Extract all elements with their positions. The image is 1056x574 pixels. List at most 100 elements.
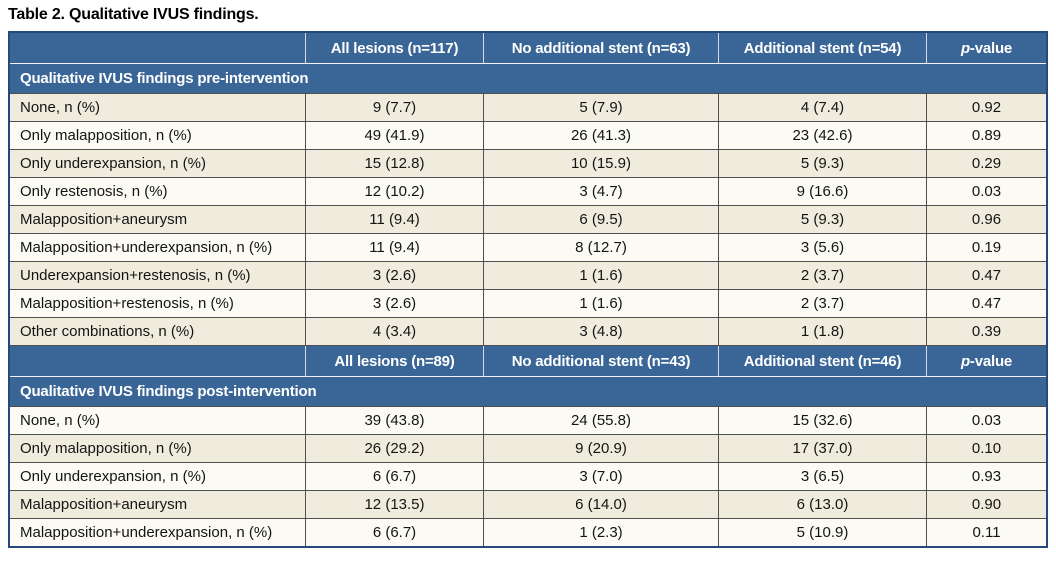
row-label: Malapposition+restenosis, n (%) [10,290,305,318]
table-row: Only underexpansion, n (%) 15 (12.8) 10 (1… [10,150,1046,178]
cell-no-additional-stent: 1 (1.6) [483,262,718,290]
cell-all-lesions: 3 (2.6) [305,290,483,318]
table-row: None, n (%) 39 (43.8) 24 (55.8) 15 (32.6) 0.… [10,407,1046,435]
table-row: Malapposition+aneurysm 11 (9.4) 6 (9.5) 5 (… [10,206,1046,234]
row-label: Other combinations, n (%) [10,318,305,346]
cell-no-additional-stent: 5 (7.9) [483,94,718,122]
column-header: All lesions (n=89) [305,346,483,377]
cell-p-value: 0.10 [926,435,1046,463]
column-header-empty [10,346,305,377]
row-label: Only restenosis, n (%) [10,178,305,206]
cell-no-additional-stent: 6 (14.0) [483,491,718,519]
cell-additional-stent: 5 (9.3) [718,206,926,234]
table-row: Malapposition+underexpansion, n (%) 6 (6.… [10,519,1046,546]
row-label: Malapposition+underexpansion, n (%) [10,234,305,262]
column-header: No additional stent (n=63) [483,33,718,64]
p-italic: p [960,352,970,370]
cell-p-value: 0.89 [926,122,1046,150]
cell-additional-stent: 3 (5.6) [718,234,926,262]
cell-p-value: 0.19 [926,234,1046,262]
cell-all-lesions: 11 (9.4) [305,234,483,262]
row-label: Malapposition+aneurysm [10,491,305,519]
table-row: Malapposition+underexpansion, n (%) 11 (9… [10,234,1046,262]
cell-no-additional-stent: 10 (15.9) [483,150,718,178]
p-italic: p [960,39,970,57]
column-header-row: All lesions (n=89) No additional stent (n… [10,346,1046,377]
section-title: Qualitative IVUS findings post-intervent… [10,377,1046,407]
cell-additional-stent: 1 (1.8) [718,318,926,346]
table-row: Other combinations, n (%) 4 (3.4) 3 (4.8) 1… [10,318,1046,346]
cell-all-lesions: 49 (41.9) [305,122,483,150]
cell-no-additional-stent: 6 (9.5) [483,206,718,234]
table-row: Malapposition+aneurysm 12 (13.5) 6 (14.0) 6… [10,491,1046,519]
cell-additional-stent: 15 (32.6) [718,407,926,435]
table-row: Only restenosis, n (%) 12 (10.2) 3 (4.7) 9 … [10,178,1046,206]
section-title-row: Qualitative IVUS findings pre-interventi… [10,64,1046,94]
cell-no-additional-stent: 3 (7.0) [483,463,718,491]
cell-no-additional-stent: 1 (2.3) [483,519,718,546]
column-header: Additional stent (n=46) [718,346,926,377]
row-label: Only underexpansion, n (%) [10,463,305,491]
cell-all-lesions: 4 (3.4) [305,318,483,346]
cell-no-additional-stent: 3 (4.8) [483,318,718,346]
cell-additional-stent: 5 (10.9) [718,519,926,546]
cell-no-additional-stent: 9 (20.9) [483,435,718,463]
cell-all-lesions: 6 (6.7) [305,519,483,546]
cell-all-lesions: 15 (12.8) [305,150,483,178]
table-row: Malapposition+restenosis, n (%) 3 (2.6) 1 … [10,290,1046,318]
cell-all-lesions: 39 (43.8) [305,407,483,435]
cell-p-value: 0.03 [926,407,1046,435]
cell-all-lesions: 3 (2.6) [305,262,483,290]
column-header-p-value: p-value [926,33,1046,64]
cell-p-value: 0.93 [926,463,1046,491]
cell-additional-stent: 9 (16.6) [718,178,926,206]
p-suffix: -value [969,352,1013,370]
section-title-row: Qualitative IVUS findings post-intervent… [10,377,1046,407]
row-label: Only underexpansion, n (%) [10,150,305,178]
cell-p-value: 0.39 [926,318,1046,346]
table-row: Only malapposition, n (%) 26 (29.2) 9 (20.… [10,435,1046,463]
row-label: Only malapposition, n (%) [10,435,305,463]
ivus-findings-table: All lesions (n=117) No additional stent (… [8,31,1048,548]
cell-additional-stent: 4 (7.4) [718,94,926,122]
table-row: None, n (%) 9 (7.7) 5 (7.9) 4 (7.4) 0.92 [10,94,1046,122]
table-row: Underexpansion+restenosis, n (%) 3 (2.6) 1… [10,262,1046,290]
cell-all-lesions: 9 (7.7) [305,94,483,122]
cell-p-value: 0.90 [926,491,1046,519]
row-label: Only malapposition, n (%) [10,122,305,150]
row-label: Malapposition+aneurysm [10,206,305,234]
cell-no-additional-stent: 1 (1.6) [483,290,718,318]
row-label: None, n (%) [10,407,305,435]
row-label: None, n (%) [10,94,305,122]
cell-p-value: 0.29 [926,150,1046,178]
row-label: Malapposition+underexpansion, n (%) [10,519,305,546]
cell-additional-stent: 5 (9.3) [718,150,926,178]
section-title: Qualitative IVUS findings pre-interventi… [10,64,1046,94]
cell-p-value: 0.47 [926,262,1046,290]
column-header-empty [10,33,305,64]
cell-p-value: 0.11 [926,519,1046,546]
cell-all-lesions: 12 (13.5) [305,491,483,519]
cell-no-additional-stent: 3 (4.7) [483,178,718,206]
p-suffix: -value [969,39,1013,57]
cell-all-lesions: 11 (9.4) [305,206,483,234]
table-title: Table 2. Qualitative IVUS findings. [8,6,259,23]
cell-additional-stent: 3 (6.5) [718,463,926,491]
cell-all-lesions: 26 (29.2) [305,435,483,463]
table-row: Only malapposition, n (%) 49 (41.9) 26 (41… [10,122,1046,150]
column-header-row: All lesions (n=117) No additional stent (… [10,33,1046,64]
column-header-p-value: p-value [926,346,1046,377]
cell-all-lesions: 6 (6.7) [305,463,483,491]
cell-no-additional-stent: 26 (41.3) [483,122,718,150]
column-header: No additional stent (n=43) [483,346,718,377]
column-header: Additional stent (n=54) [718,33,926,64]
cell-additional-stent: 6 (13.0) [718,491,926,519]
column-header: All lesions (n=117) [305,33,483,64]
cell-no-additional-stent: 8 (12.7) [483,234,718,262]
table-body: All lesions (n=117) No additional stent (… [10,33,1046,546]
cell-all-lesions: 12 (10.2) [305,178,483,206]
cell-additional-stent: 2 (3.7) [718,290,926,318]
table-row: Only underexpansion, n (%) 6 (6.7) 3 (7.0)… [10,463,1046,491]
cell-p-value: 0.92 [926,94,1046,122]
